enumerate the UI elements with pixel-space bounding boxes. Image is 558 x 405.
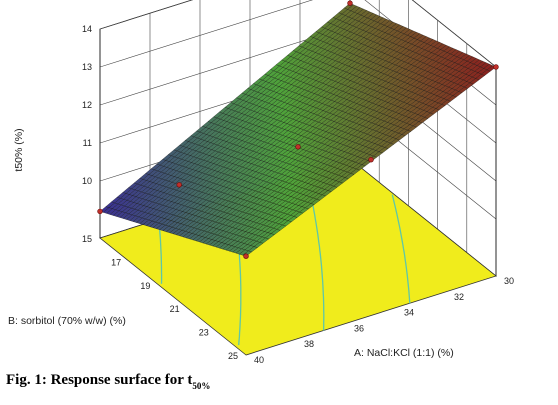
z-tick-label: 12 bbox=[82, 100, 92, 110]
grid-line-z-right bbox=[411, 0, 497, 68]
z-axis-label: t50% (%) bbox=[13, 128, 25, 171]
caption-text: Fig. 1: Response surface for t bbox=[6, 372, 193, 388]
design-point bbox=[368, 157, 374, 163]
figure-caption: Fig. 1: Response surface for t50% bbox=[6, 372, 210, 391]
x-tick-label: 30 bbox=[504, 276, 514, 286]
design-points bbox=[97, 0, 499, 259]
design-point bbox=[176, 182, 182, 188]
design-point bbox=[97, 208, 103, 215]
z-tick-label: 14 bbox=[82, 24, 92, 34]
z-tick-label: 13 bbox=[82, 62, 92, 72]
grid-line-z-left bbox=[99, 0, 314, 68]
x-tick-label: 36 bbox=[354, 323, 364, 333]
y-tick-label: 23 bbox=[199, 328, 209, 338]
z-tick-label: 11 bbox=[83, 138, 92, 148]
y-tick-label: 25 bbox=[228, 351, 238, 361]
y-tick-label: 19 bbox=[140, 281, 150, 291]
grid-line-z-left bbox=[99, 0, 193, 30]
design-point bbox=[493, 64, 499, 70]
caption-subscript: 50% bbox=[192, 381, 211, 391]
x-tick-label: 32 bbox=[454, 292, 464, 302]
floor-contour-line bbox=[158, 219, 163, 284]
x-axis-label: A: NaCl:KCl (1:1) (%) bbox=[354, 347, 454, 359]
response-surface-mesh bbox=[99, 2, 497, 257]
plot-box-front-edges bbox=[99, 29, 497, 276]
axis-labels: t50% (%) B: sorbitol (70% w/w) (%) A: Na… bbox=[8, 128, 454, 359]
design-point bbox=[243, 253, 249, 259]
z-tick-label: 10 bbox=[82, 176, 92, 186]
x-tick-label: 40 bbox=[254, 355, 264, 365]
axis-ticks: 10 11 12 13 14 15 17 19 21 23 25 30 32 34 36 38 40 bbox=[82, 24, 514, 365]
response-surface-plot: 10 11 12 13 14 15 17 19 21 23 25 30 32 34 36 38 40 t50% … bbox=[8, 0, 514, 365]
design-point bbox=[295, 144, 301, 150]
design-point bbox=[347, 0, 353, 6]
y-tick-label: 21 bbox=[170, 304, 180, 314]
x-tick-label: 38 bbox=[304, 339, 314, 349]
x-tick-label: 34 bbox=[404, 308, 414, 318]
floor-contour-line bbox=[391, 194, 411, 304]
y-axis-label: B: sorbitol (70% w/w) (%) bbox=[8, 315, 126, 327]
y-tick-label: 15 bbox=[82, 234, 92, 244]
y-tick-label: 17 bbox=[111, 257, 121, 267]
